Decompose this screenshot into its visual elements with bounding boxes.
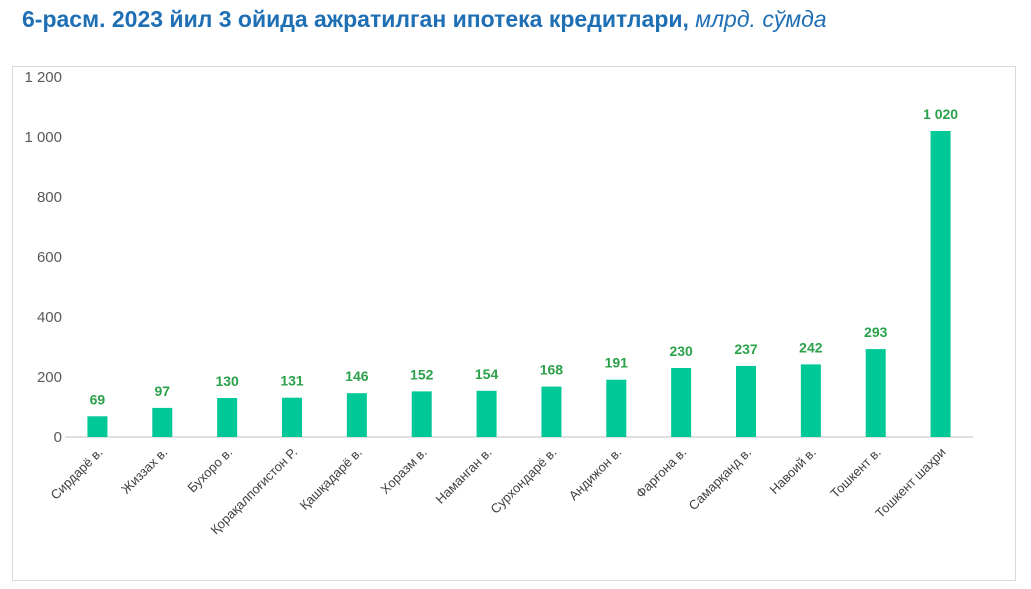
data-label: 230 [669, 343, 693, 359]
category-label: Бухоро в. [184, 445, 235, 496]
bar [541, 386, 562, 437]
bar [606, 379, 627, 437]
data-label: 154 [475, 366, 499, 382]
bar [346, 393, 367, 437]
category-label: Тошкент шаҳри [872, 445, 948, 521]
data-label: 130 [215, 373, 239, 389]
category-label: Андижон в. [566, 445, 625, 504]
data-label: 293 [864, 324, 888, 340]
category-label: Тошкент в. [827, 445, 884, 502]
data-label: 242 [799, 339, 823, 355]
bar [476, 390, 497, 437]
bar [865, 349, 886, 437]
chart-title: 6-расм. 2023 йил 3 ойида ажратилган ипот… [22, 6, 1022, 33]
bar [800, 364, 821, 437]
data-label: 237 [734, 341, 758, 357]
y-tick-label: 200 [37, 369, 62, 386]
data-labels: 69 97 130 131 146 152 154 168 191 230 237 242 293 1 0… [90, 106, 959, 407]
category-label: Хоразм в. [377, 445, 429, 497]
data-label: 168 [540, 362, 564, 378]
data-label: 131 [280, 373, 304, 389]
data-label: 1 020 [923, 106, 958, 122]
data-label: 69 [90, 391, 106, 407]
y-tick-label: 1 000 [24, 129, 62, 146]
category-labels: Сирдарё в. Жиззах в. Бухоро в.Қорақалпоғис… [48, 445, 949, 538]
bars [87, 131, 951, 437]
chart-title-main: 6-расм. 2023 йил 3 ойида ажратилган ипот… [22, 6, 696, 32]
y-tick-label: 0 [54, 429, 62, 446]
bar [671, 368, 692, 437]
data-label: 97 [154, 383, 170, 399]
bar [87, 416, 108, 437]
bar [411, 391, 432, 437]
data-label: 146 [345, 368, 369, 384]
y-axis: 0 200 400 600 800 1 000 1 200 [24, 69, 62, 446]
data-label: 152 [410, 366, 434, 382]
category-label: Фарғона в. [633, 445, 689, 501]
bar [217, 398, 238, 437]
y-tick-label: 400 [37, 309, 62, 326]
category-label: Қашқадарё в. [297, 445, 365, 513]
category-label: Наманган в. [432, 445, 494, 507]
bar [736, 365, 756, 437]
y-tick-label: 800 [37, 189, 62, 206]
bar [152, 407, 173, 437]
category-label: Навоий в. [766, 445, 819, 498]
chart-title-unit: млрд. сўмда [695, 6, 827, 32]
y-tick-label: 600 [37, 249, 62, 266]
y-tick-label: 1 200 [24, 69, 62, 86]
data-label: 191 [605, 355, 629, 371]
bar [282, 397, 302, 437]
category-label: Сурхондарё в. [487, 445, 559, 517]
chart-frame [12, 66, 1016, 581]
category-label: Самарқанд в. [686, 445, 755, 514]
category-label: Жиззах в. [118, 445, 170, 497]
bar [930, 131, 951, 437]
category-label: Сирдарё в. [48, 445, 106, 503]
